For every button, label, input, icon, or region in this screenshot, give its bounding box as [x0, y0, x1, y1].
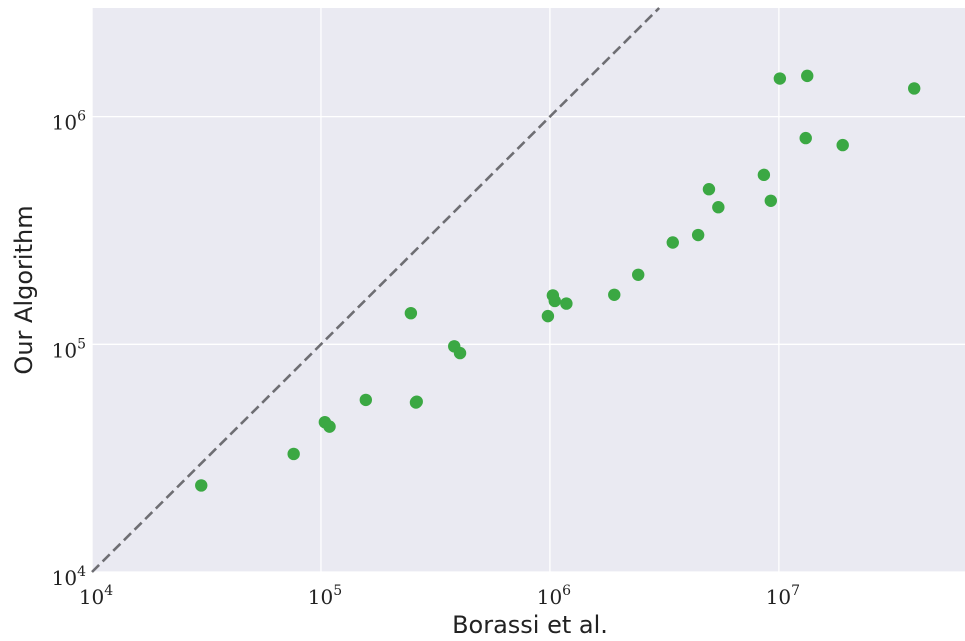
x-tick-label: 106 — [537, 583, 571, 609]
x-tick-label: 107 — [766, 583, 800, 609]
y-tick-label: 106 — [52, 109, 86, 135]
data-point — [410, 395, 423, 408]
data-points — [195, 69, 921, 492]
y-tick-label: 104 — [52, 564, 86, 590]
data-point — [608, 288, 621, 301]
plot-background — [92, 8, 965, 572]
data-point — [287, 447, 300, 461]
data-point — [195, 479, 208, 492]
y-axis-label: Our Algorithm — [10, 205, 38, 374]
data-point — [404, 306, 418, 320]
grid-lines — [91, 8, 965, 573]
reference-line — [91, 7, 661, 573]
x-tick-label: 104 — [79, 583, 113, 609]
data-point — [799, 131, 812, 145]
data-point — [836, 138, 849, 152]
data-point — [548, 294, 561, 308]
data-point — [666, 236, 679, 249]
data-point — [560, 297, 573, 310]
data-point — [908, 82, 921, 95]
data-point — [691, 228, 705, 242]
data-point — [801, 69, 814, 83]
data-point — [541, 309, 555, 323]
data-point — [632, 268, 645, 281]
data-point — [702, 183, 716, 196]
data-point — [773, 72, 787, 85]
y-tick-label: 105 — [52, 336, 86, 362]
data-point — [359, 393, 373, 407]
y-tick-labels: 104 105 106 — [52, 109, 86, 590]
data-point — [453, 346, 467, 360]
data-point — [323, 420, 336, 433]
x-tick-labels: 104 105 106 107 — [79, 583, 800, 609]
identity-line — [91, 7, 661, 573]
data-point — [712, 201, 725, 214]
data-point — [757, 168, 771, 182]
x-axis-label: Borassi et al. — [452, 611, 608, 639]
data-point — [764, 194, 778, 207]
x-tick-label: 105 — [308, 583, 342, 609]
